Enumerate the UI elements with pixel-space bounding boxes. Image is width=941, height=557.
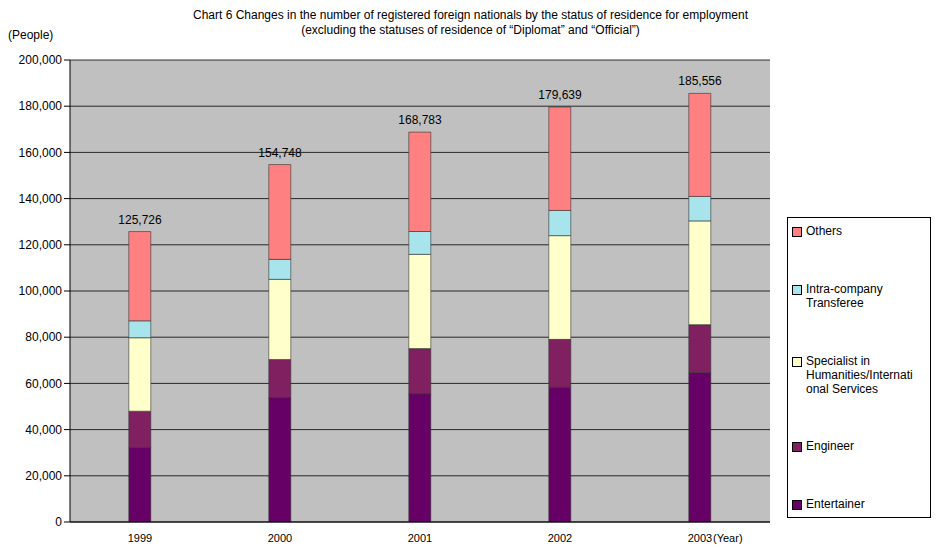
- svg-text:160,000: 160,000: [19, 146, 63, 160]
- svg-text:0: 0: [55, 515, 62, 529]
- svg-text:100,000: 100,000: [19, 284, 63, 298]
- svg-text:180,000: 180,000: [19, 99, 63, 113]
- svg-text:168,783: 168,783: [398, 113, 442, 127]
- html-text:Others: Others: [806, 224, 842, 238]
- html-text:Engineer: Engineer: [806, 439, 854, 454]
- svg-text:2000: 2000: [268, 532, 292, 544]
- svg-text:80,000: 80,000: [25, 330, 62, 344]
- svg-text:200,000: 200,000: [19, 53, 63, 67]
- html-text:(People): (People): [8, 28, 54, 42]
- svg-text:2003: 2003: [688, 532, 712, 544]
- html-text:Entertainer: Entertainer: [806, 497, 865, 511]
- html-text:Chart 6 Changes in the number: Chart 6 Changes in the number of registe…: [193, 8, 748, 22]
- svg-text:1999: 1999: [128, 532, 152, 544]
- svg-text:185,556: 185,556: [678, 74, 722, 88]
- svg-text:125,726: 125,726: [118, 213, 162, 227]
- svg-text:179,639: 179,639: [538, 88, 582, 102]
- html-text:Intra-company Transferee: Intra-company Transferee: [806, 281, 883, 310]
- svg-text:2002: 2002: [548, 532, 572, 544]
- html-text:(excluding the statuses of res: (excluding the statuses of residence of …: [301, 23, 640, 37]
- html-text:Specialist in Humanities/Inter: Specialist in Humanities/International S…: [806, 353, 913, 396]
- svg-text:60,000: 60,000: [25, 377, 62, 391]
- svg-text:20,000: 20,000: [25, 469, 62, 483]
- svg-text:140,000: 140,000: [19, 192, 63, 206]
- svg-text:154,748: 154,748: [258, 146, 302, 160]
- svg-text:120,000: 120,000: [19, 238, 63, 252]
- svg-text:(Year): (Year): [713, 532, 743, 544]
- svg-text:2001: 2001: [408, 532, 432, 544]
- svg-text:40,000: 40,000: [25, 423, 62, 437]
